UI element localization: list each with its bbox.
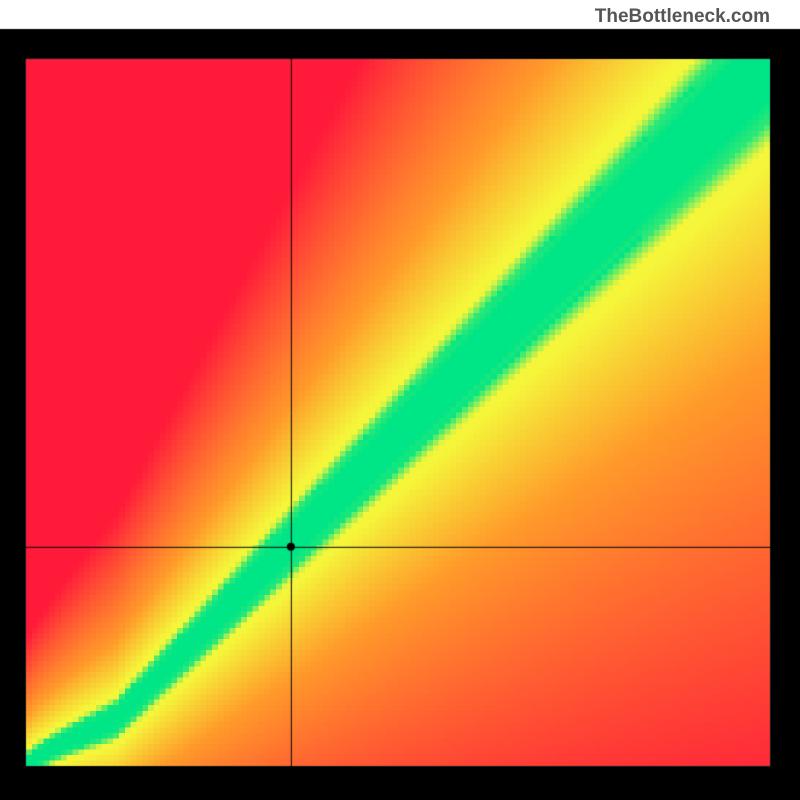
chart-container: TheBottleneck.com <box>0 0 800 800</box>
bottleneck-heatmap <box>26 59 770 766</box>
attribution-text: TheBottleneck.com <box>595 6 770 28</box>
